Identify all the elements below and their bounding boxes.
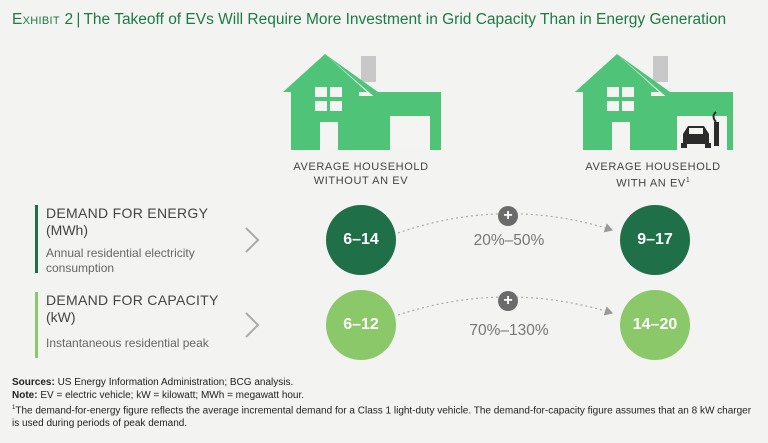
capacity-without-ev-value: 6–12 (326, 290, 396, 360)
house-label-without-ev: AVERAGE HOUSEHOLD WITHOUT AN EV (293, 161, 429, 187)
chevron-right-icon (245, 312, 260, 338)
row-energy-title: DEMAND FOR ENERGY (MWh) Annual residenti… (35, 205, 226, 275)
energy-increase: 20%–50% (473, 232, 545, 249)
house-label-with-ev: AVERAGE HOUSEHOLD WITH AN EV1 (585, 161, 721, 190)
house-icon (283, 52, 441, 150)
plus-icon: + (498, 291, 518, 311)
note-line: Note: EV = electric vehicle; kW = kilowa… (12, 389, 305, 401)
energy-connector (397, 213, 614, 234)
house-with-car-icon (575, 52, 733, 150)
row-capacity-title: DEMAND FOR CAPACITY (kW) Instantaneous r… (35, 292, 219, 358)
title-separator: | (76, 11, 81, 28)
energy-with-ev-value: 9–17 (620, 205, 690, 275)
capacity-with-ev-value: 14–20 (620, 290, 690, 360)
plus-icon: + (498, 206, 518, 226)
capacity-increase: 70%–130% (469, 322, 549, 339)
exhibit-number: Exhibit 2 (12, 11, 74, 28)
footnotes: Sources: US Energy Information Administr… (12, 377, 752, 430)
sources-line: Sources: US Energy Information Administr… (12, 377, 294, 388)
footnote-line: 1The demand-for-energy figure reflects t… (12, 405, 752, 429)
chevron-right-icon (245, 227, 260, 253)
energy-without-ev-value: 6–14 (326, 205, 396, 275)
capacity-connector (397, 296, 614, 316)
exhibit-title: Exhibit 2 | The Takeoff of EVs Will Requir… (12, 11, 726, 29)
exhibit-title-text: The Takeoff of EVs Will Require More Inv… (83, 11, 727, 28)
